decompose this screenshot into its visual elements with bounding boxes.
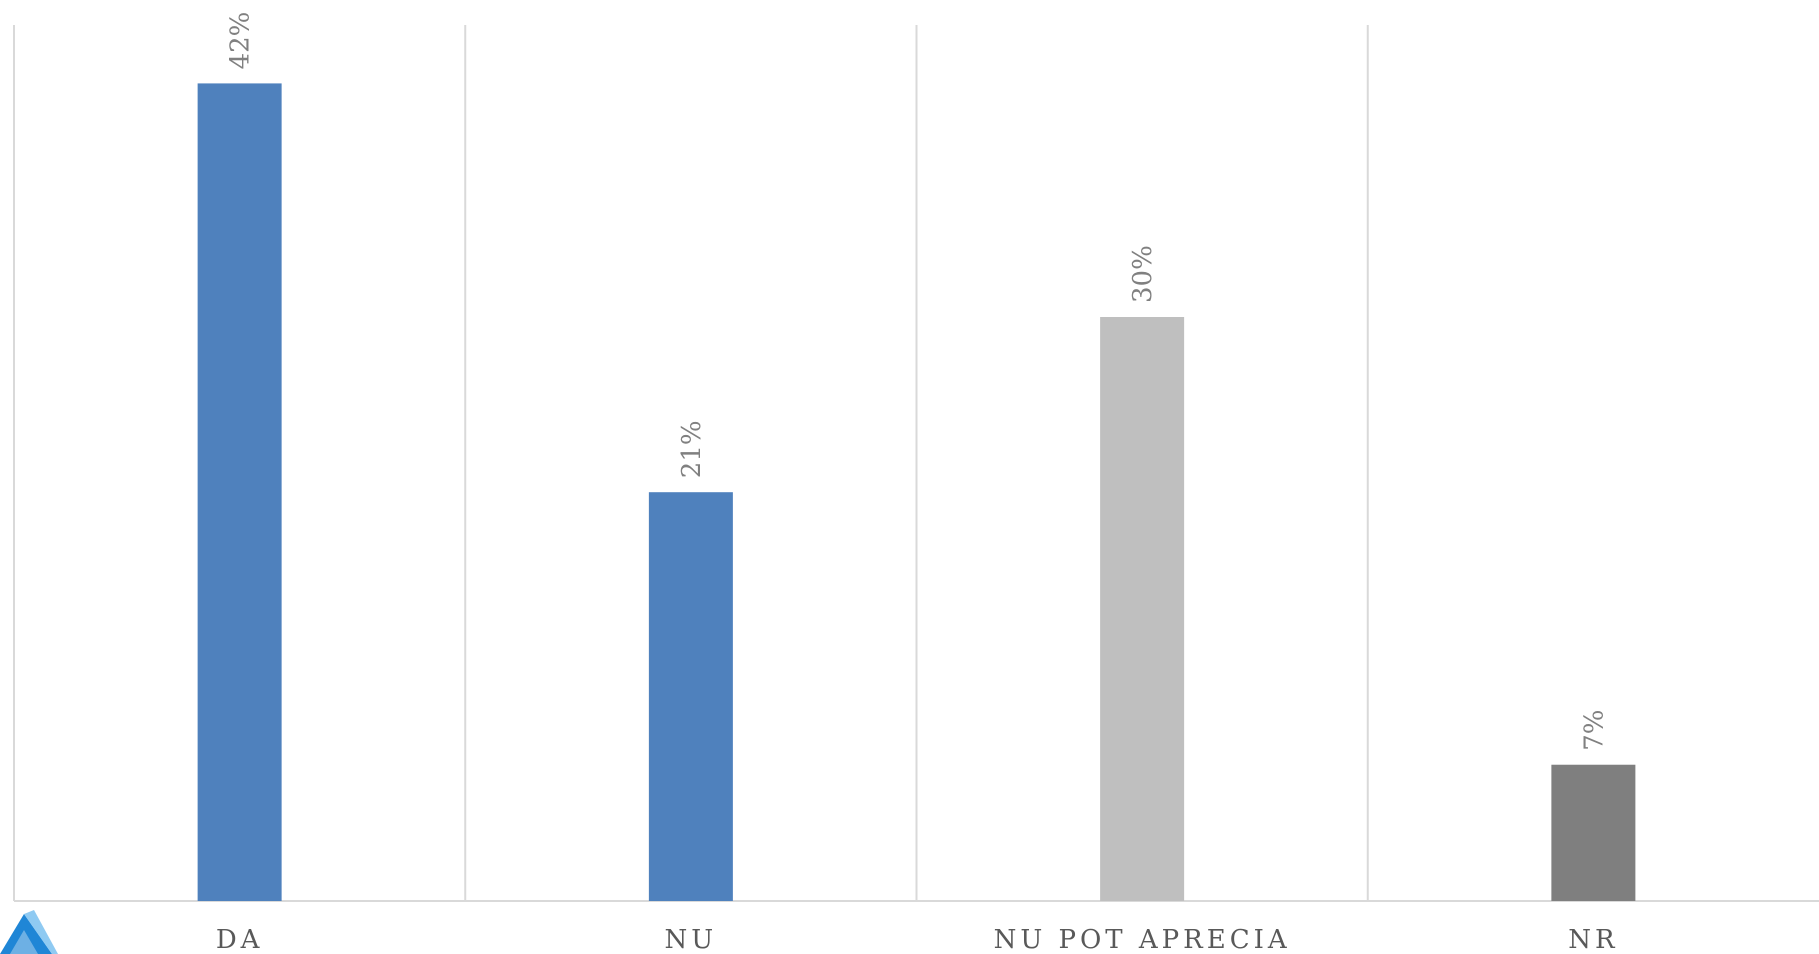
bar-nr: [1551, 764, 1636, 901]
bar-nu-pot-aprecia: [1100, 317, 1185, 901]
category-label: NU: [665, 925, 718, 954]
category-label: NR: [1568, 925, 1618, 954]
data-label: 21%: [677, 420, 707, 478]
logo-triangle-icon: [0, 910, 58, 954]
bars: [197, 83, 1636, 901]
category-label: NU POT APRECIA: [994, 925, 1291, 954]
data-label: 7%: [1579, 709, 1609, 750]
data-label: 30%: [1128, 245, 1158, 303]
category-label: DA: [216, 925, 264, 954]
data-label: 42%: [226, 12, 256, 70]
bar-nu: [648, 492, 733, 901]
data-labels: 42% 21% 30% 7%: [226, 12, 1610, 751]
grid-lines: [13, 25, 1819, 902]
bar-da: [197, 83, 282, 901]
category-labels: DA NU NU POT APRECIA NR: [216, 925, 1618, 954]
